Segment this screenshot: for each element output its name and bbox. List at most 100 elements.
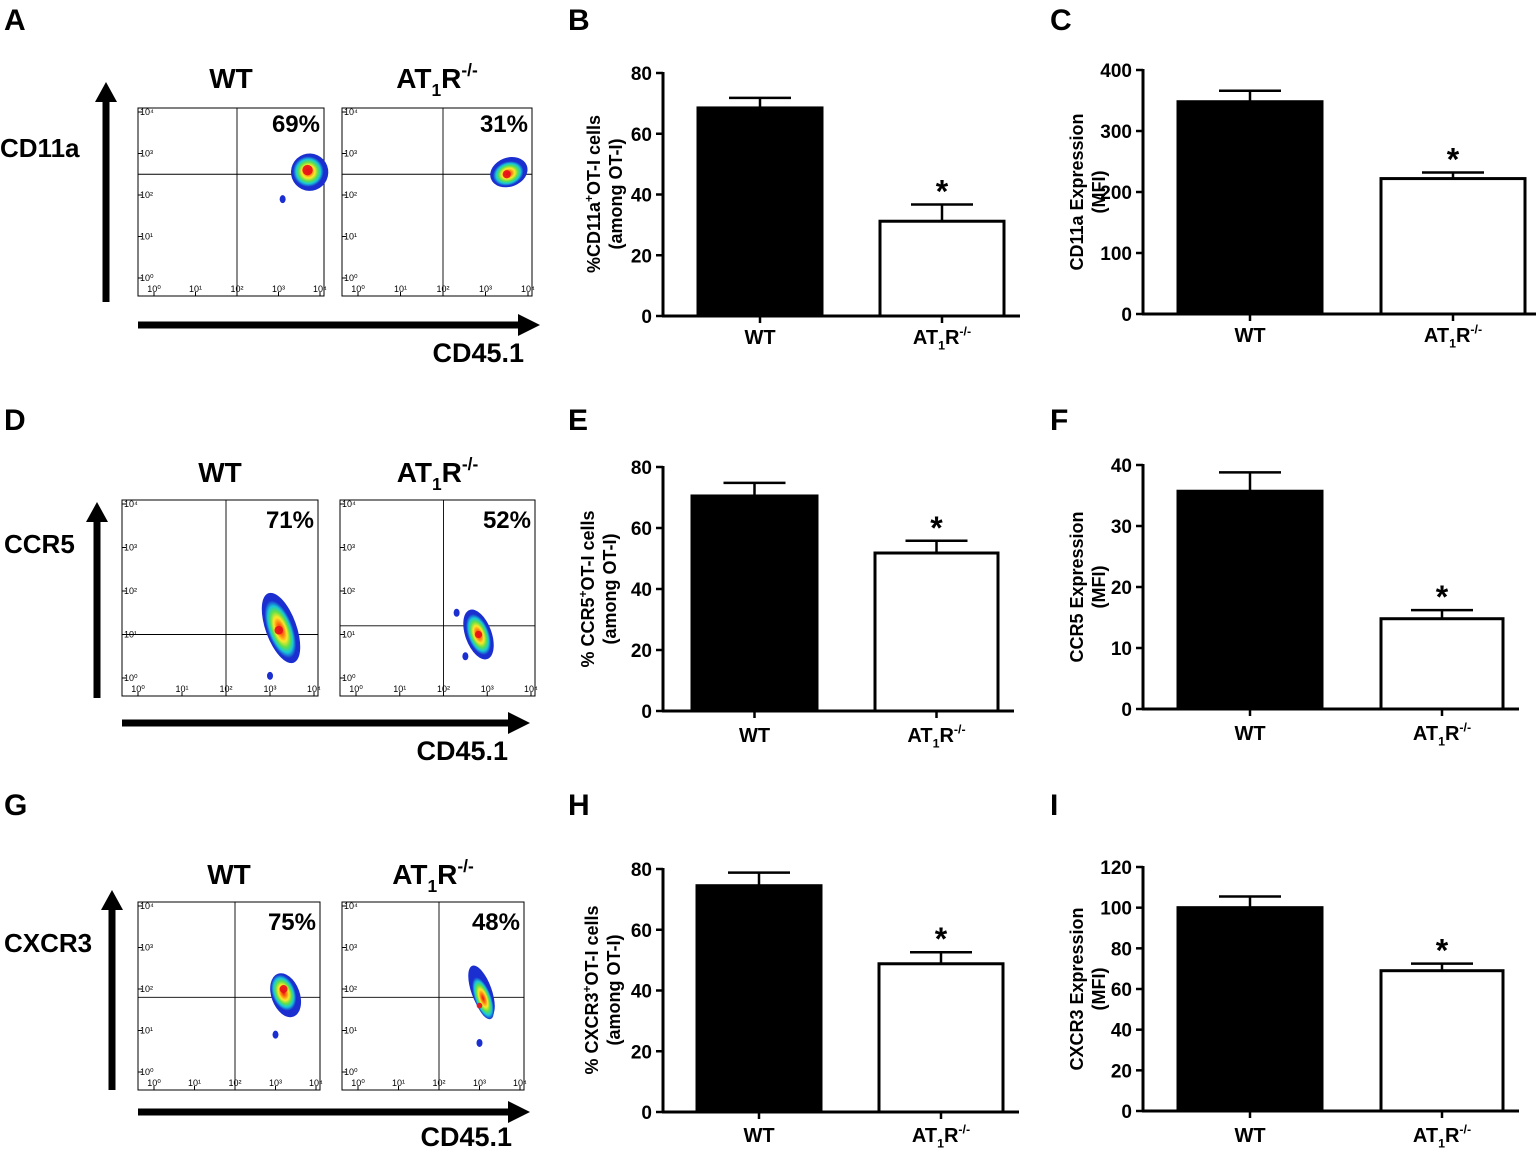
y-axis-label-line2: (MFI)	[1089, 171, 1109, 214]
y-tick-label: 120	[1100, 858, 1132, 879]
y-tick-label: 40	[631, 580, 652, 601]
x-decade-label: 10³	[479, 284, 492, 294]
significance-star: *	[1436, 579, 1449, 615]
x-decade-label: 10⁴	[309, 1078, 323, 1088]
quadrant-percent: 31%	[480, 111, 528, 138]
x-decade-label: 10⁴	[524, 684, 538, 694]
y-axis-label: CD11a Expression	[1067, 113, 1087, 270]
flow-panel-a: CD11aCD45.110⁰10⁰10¹10¹10²10²10³10³10⁴10…	[0, 60, 540, 368]
x-axis-arrowhead	[508, 1101, 530, 1123]
bar-chart-b: 0 20 40 60 80 %CD11a+OT-I cells (among OT-I) WT…	[582, 64, 1020, 353]
significance-star: *	[1436, 933, 1449, 969]
y-axis-label: % CCR5+OT-I cells	[576, 510, 598, 667]
group-label: AT1R-/-	[396, 60, 478, 100]
x-category-label: WT	[744, 327, 775, 349]
x-category-label: AT1R-/-	[1424, 323, 1482, 351]
outlier-dot	[462, 652, 469, 661]
x-decade-label: 10¹	[393, 684, 406, 694]
y-tick-label: 60	[631, 921, 652, 942]
x-decade-label: 10⁰	[131, 684, 145, 694]
density-peak	[274, 625, 284, 635]
y-axis-label: CXCR3 Expression	[1067, 907, 1087, 1070]
y-tick-label: 60	[631, 519, 652, 540]
y-axis-label: CCR5 Expression	[1067, 511, 1087, 662]
outlier-dot	[279, 195, 286, 204]
y-decade-label: 10³	[342, 543, 355, 553]
x-decade-label: 10¹	[175, 684, 188, 694]
significance-star: *	[936, 174, 949, 210]
x-category-label: WT	[1234, 1125, 1265, 1147]
y-axis-label-line2: (MFI)	[1089, 566, 1109, 609]
group-label: WT	[207, 859, 251, 890]
plot-frame	[339, 499, 536, 697]
x-category-label: AT1R-/-	[1413, 721, 1471, 749]
bar-wt	[1176, 100, 1324, 316]
outlier-dot	[267, 671, 273, 680]
x-decade-label: 10⁰	[349, 684, 363, 694]
bar-chart-h: 0 20 40 60 80 % CXCR3+OT-I cells (among OT-I) W…	[580, 860, 1019, 1151]
x-decade-label: 10³	[481, 684, 494, 694]
panel-letter-d: D	[4, 404, 26, 437]
flow-panel-g: CXCR3CD45.110⁰10⁰10¹10¹10²10²10³10³10⁴10…	[4, 856, 530, 1151]
xaxis-label: CD45.1	[416, 736, 508, 766]
y-tick-label: 0	[641, 702, 652, 723]
significance-star: *	[935, 921, 948, 957]
quadrant-percent: 52%	[483, 507, 531, 534]
y-decade-label: 10²	[344, 190, 357, 200]
panel-letter-a: A	[4, 4, 26, 37]
plot-frame	[341, 107, 533, 297]
y-tick-label: 80	[1111, 939, 1132, 960]
y-decade-label: 10⁰	[140, 1067, 154, 1077]
plot-frame	[121, 499, 319, 697]
y-decade-label: 10³	[344, 149, 357, 159]
bar-chart-c: 0 100 200 300 400 CD11a Expression (MFI) WT AT1R…	[1067, 61, 1536, 351]
xaxis-label: CD45.1	[432, 338, 524, 368]
quadrant-percent: 71%	[266, 507, 314, 534]
y-tick-label: 20	[1111, 1061, 1132, 1082]
panel-letter-i: I	[1050, 789, 1058, 822]
bar-ko	[1379, 617, 1505, 711]
quadrant-percent: 75%	[268, 909, 316, 936]
outlier-dot	[272, 1030, 279, 1039]
y-decade-label: 10¹	[344, 1026, 357, 1036]
x-decade-label: 10⁴	[521, 284, 535, 294]
density-peak	[302, 164, 313, 176]
y-tick-label: 40	[631, 982, 652, 1003]
y-axis-arrowhead	[101, 890, 123, 910]
bar-wt	[1176, 906, 1324, 1113]
x-decade-label: 10¹	[189, 284, 202, 294]
panel-letter-g: G	[4, 789, 27, 822]
y-decade-label: 10⁰	[344, 1067, 358, 1077]
x-category-label: AT1R-/-	[912, 1123, 970, 1151]
panel-letter-b: B	[568, 4, 590, 37]
bar-ko	[878, 219, 1006, 318]
bar-chart-i: 0 20 40 60 80 100 120 CXCR3 Expression (MFI) WT AT…	[1067, 858, 1519, 1151]
x-decade-label: 10⁰	[351, 1078, 365, 1088]
density-peak	[474, 630, 483, 639]
y-tick-label: 400	[1100, 61, 1132, 82]
x-decade-label: 10¹	[188, 1078, 201, 1088]
density-peak	[502, 170, 511, 179]
y-axis-label: % CXCR3+OT-I cells	[580, 905, 602, 1074]
y-axis-label-line2: (among OT-I)	[600, 534, 620, 645]
bar-wt	[690, 494, 819, 713]
y-tick-label: 40	[1111, 1021, 1132, 1042]
x-decade-label: 10³	[473, 1078, 486, 1088]
bar-wt	[695, 884, 823, 1114]
y-tick-label: 100	[1100, 899, 1132, 920]
y-tick-label: 40	[1111, 456, 1132, 477]
plot-frame	[137, 107, 325, 297]
y-decade-label: 10²	[140, 984, 153, 994]
y-tick-label: 300	[1100, 122, 1132, 143]
y-tick-label: 30	[1111, 517, 1132, 538]
y-decade-label: 10¹	[140, 232, 153, 242]
y-tick-label: 60	[1111, 980, 1132, 1001]
y-axis-label-line2: (among OT-I)	[606, 139, 626, 250]
density-peak	[476, 1002, 483, 1009]
group-label: AT1R-/-	[392, 856, 474, 896]
x-decade-label: 10⁰	[147, 284, 161, 294]
